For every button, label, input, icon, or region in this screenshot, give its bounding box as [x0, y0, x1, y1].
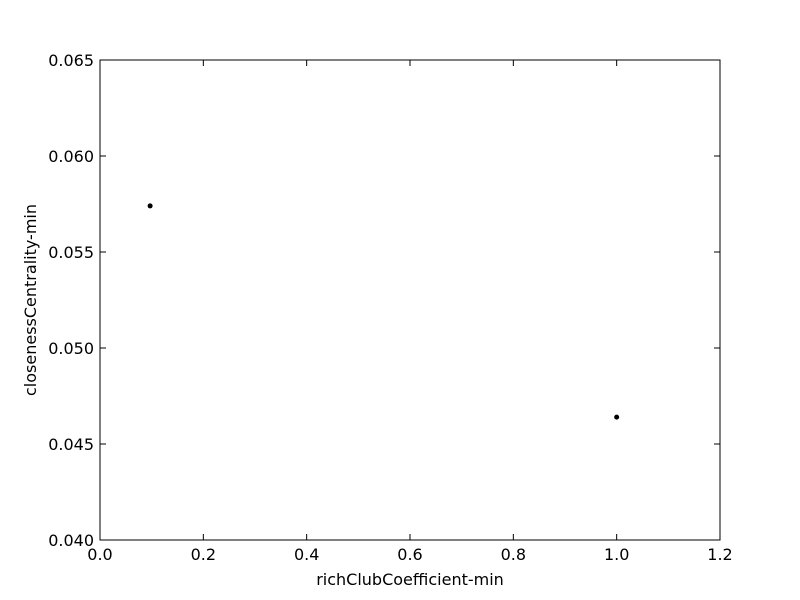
- data-points: [147, 203, 620, 420]
- x-axis-label: richClubCoefficient-min: [316, 570, 504, 589]
- x-tick-label: 1.2: [707, 545, 732, 564]
- x-tick-label: 0.0: [87, 545, 112, 564]
- y-tick-label: 0.050: [48, 339, 94, 358]
- x-tick-label: 0.4: [294, 545, 319, 564]
- scatter-point: [614, 414, 620, 420]
- y-tick-label: 0.045: [48, 435, 94, 454]
- scatter-point: [147, 203, 153, 209]
- x-tick-label: 0.2: [191, 545, 216, 564]
- y-tick-label: 0.060: [48, 147, 94, 166]
- y-tick-label: 0.055: [48, 243, 94, 262]
- plot-frame: [99, 59, 721, 541]
- y-tick-label: 0.065: [48, 51, 94, 70]
- x-tick-label: 0.8: [501, 545, 526, 564]
- x-tick-label: 0.6: [397, 545, 422, 564]
- x-tick-label: 1.0: [604, 545, 629, 564]
- y-axis-label: closenessCentrality-min: [21, 204, 40, 396]
- y-tick-label: 0.040: [48, 531, 94, 550]
- axis-ticks: 0.0 0.2 0.4 0.6 0.8 1.0 1.2 0.040 0.045 0.050 0.05…: [48, 51, 733, 564]
